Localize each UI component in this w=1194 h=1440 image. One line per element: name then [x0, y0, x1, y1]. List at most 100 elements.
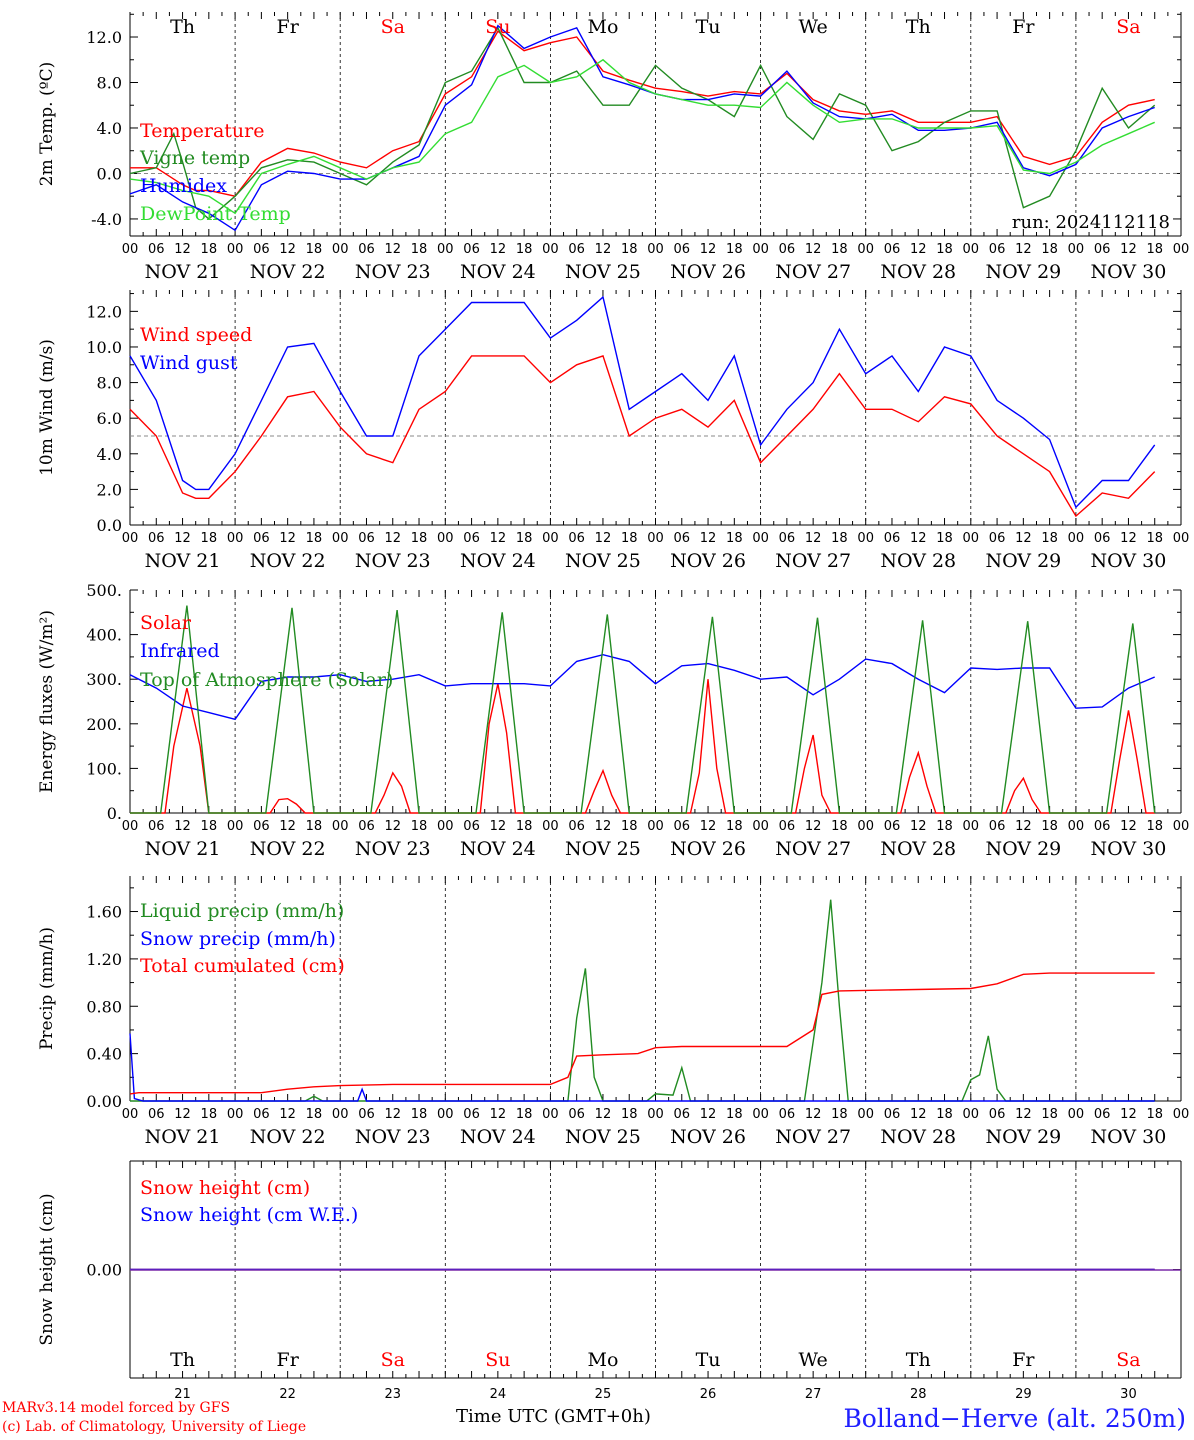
date-label: NOV 30 [1091, 550, 1167, 572]
day-number-label: 26 [700, 1387, 717, 1402]
hour-tick-label: 12 [1015, 242, 1032, 257]
series-line-solar [130, 679, 1155, 814]
weekday-label-top: Tu [696, 16, 721, 38]
date-label: NOV 22 [250, 838, 326, 860]
date-label: NOV 22 [250, 261, 326, 283]
hour-tick-label: 00 [963, 1107, 980, 1122]
series-line-temperature [130, 30, 1155, 197]
date-label: NOV 26 [670, 1126, 746, 1148]
hour-tick-label: 00 [1068, 242, 1085, 257]
date-label: NOV 25 [565, 1126, 641, 1148]
hour-tick-label: 00 [332, 819, 349, 834]
date-label: NOV 28 [880, 1126, 956, 1148]
day-number-label: 24 [490, 1387, 507, 1402]
hour-tick-label: 12 [595, 1107, 612, 1122]
hour-tick-label: 00 [857, 242, 874, 257]
weekday-label-bottom: Mo [587, 1349, 618, 1371]
date-label: NOV 27 [775, 838, 851, 860]
hour-tick-label: 12 [174, 531, 191, 546]
hour-tick-label: 12 [384, 242, 401, 257]
weekday-label-top: Fr [1012, 16, 1035, 38]
date-label: NOV 25 [565, 550, 641, 572]
weekday-label-bottom: Th [906, 1349, 931, 1371]
hour-tick-label: 18 [621, 819, 638, 834]
hour-tick-label: 06 [148, 1107, 165, 1122]
date-label: NOV 29 [985, 838, 1061, 860]
date-label: NOV 21 [145, 550, 221, 572]
date-label: NOV 21 [145, 838, 221, 860]
hour-tick-label: 12 [1120, 819, 1137, 834]
hour-tick-label: 00 [752, 242, 769, 257]
day-number-label: 27 [805, 1387, 822, 1402]
series-line-snow-precip-mm-h [129, 1033, 1155, 1102]
hour-tick-label: 06 [989, 242, 1006, 257]
hour-tick-label: 00 [1068, 531, 1085, 546]
legend-entry: Temperature [140, 120, 264, 142]
y-tick-label: -4.0 [91, 210, 122, 229]
hour-tick-label: 18 [411, 531, 428, 546]
weekday-label-top: Su [485, 16, 510, 38]
hour-tick-label: 12 [279, 242, 296, 257]
hour-tick-label: 00 [1068, 1107, 1085, 1122]
hour-tick-label: 18 [1146, 531, 1163, 546]
date-label: NOV 30 [1091, 838, 1167, 860]
hour-tick-label: 00 [857, 1107, 874, 1122]
hour-tick-label: 12 [700, 819, 717, 834]
hour-tick-label: 06 [148, 819, 165, 834]
hour-tick-label: 06 [779, 1107, 796, 1122]
hour-tick-label: 00 [122, 242, 139, 257]
hour-tick-label: 18 [936, 819, 953, 834]
hour-tick-label: 00 [437, 819, 454, 834]
weekday-label-bottom: Fr [1012, 1349, 1035, 1371]
date-label: NOV 26 [670, 261, 746, 283]
date-label: NOV 23 [355, 838, 431, 860]
legend-entry: Top of Atmosphere (Solar) [140, 669, 393, 691]
hour-tick-label: 00 [1173, 819, 1190, 834]
hour-tick-label: 00 [437, 242, 454, 257]
hour-tick-label: 18 [1146, 1107, 1163, 1122]
hour-tick-label: 06 [358, 819, 375, 834]
date-label: NOV 22 [250, 550, 326, 572]
y-tick-label: 0.80 [86, 997, 122, 1016]
day-number-label: 25 [595, 1387, 612, 1402]
date-label: NOV 29 [985, 1126, 1061, 1148]
hour-tick-label: 00 [227, 1107, 244, 1122]
hour-tick-label: 12 [1120, 1107, 1137, 1122]
hour-tick-label: 06 [884, 1107, 901, 1122]
hour-tick-label: 00 [437, 1107, 454, 1122]
legend-entry: Vigne temp [139, 147, 250, 169]
hour-tick-label: 06 [674, 531, 691, 546]
hour-tick-label: 18 [726, 819, 743, 834]
hour-tick-label: 12 [174, 242, 191, 257]
weekday-label-top: Th [170, 16, 195, 38]
y-axis-label: Energy fluxes (W/m²) [37, 610, 57, 793]
series-line-vigne-temp [129, 26, 1156, 220]
series-line-top-of-atmosphere-solar [130, 605, 1156, 814]
hour-tick-label: 00 [857, 531, 874, 546]
hour-tick-label: 12 [490, 242, 507, 257]
hour-tick-label: 18 [306, 242, 323, 257]
hour-tick-label: 00 [752, 531, 769, 546]
series-line-infrared [129, 653, 1155, 721]
y-axis-label: Snow height (cm) [37, 1193, 57, 1345]
hour-tick-label: 12 [279, 531, 296, 546]
date-label: NOV 25 [565, 838, 641, 860]
hour-tick-label: 06 [463, 1107, 480, 1122]
hour-tick-label: 18 [516, 819, 533, 834]
hour-tick-label: 00 [647, 1107, 664, 1122]
hour-tick-label: 18 [411, 1107, 428, 1122]
hour-tick-label: 00 [542, 531, 559, 546]
hour-tick-label: 18 [1146, 819, 1163, 834]
date-label: NOV 30 [1091, 261, 1167, 283]
y-tick-label: 6.0 [97, 409, 122, 428]
legend-entry: Humidex [140, 175, 227, 197]
weekday-label-top: We [799, 16, 828, 38]
y-tick-label: 0.0 [97, 516, 122, 535]
hour-tick-label: 00 [963, 819, 980, 834]
lab-credit: (c) Lab. of Climatology, University of L… [2, 1419, 307, 1435]
series-line-dewpoint-temp [129, 58, 1155, 215]
hour-tick-label: 06 [148, 242, 165, 257]
hour-tick-label: 00 [542, 242, 559, 257]
legend-entry: Liquid precip (mm/h) [140, 900, 344, 922]
station-name: Bolland−Herve (alt. 250m) [843, 1404, 1186, 1433]
